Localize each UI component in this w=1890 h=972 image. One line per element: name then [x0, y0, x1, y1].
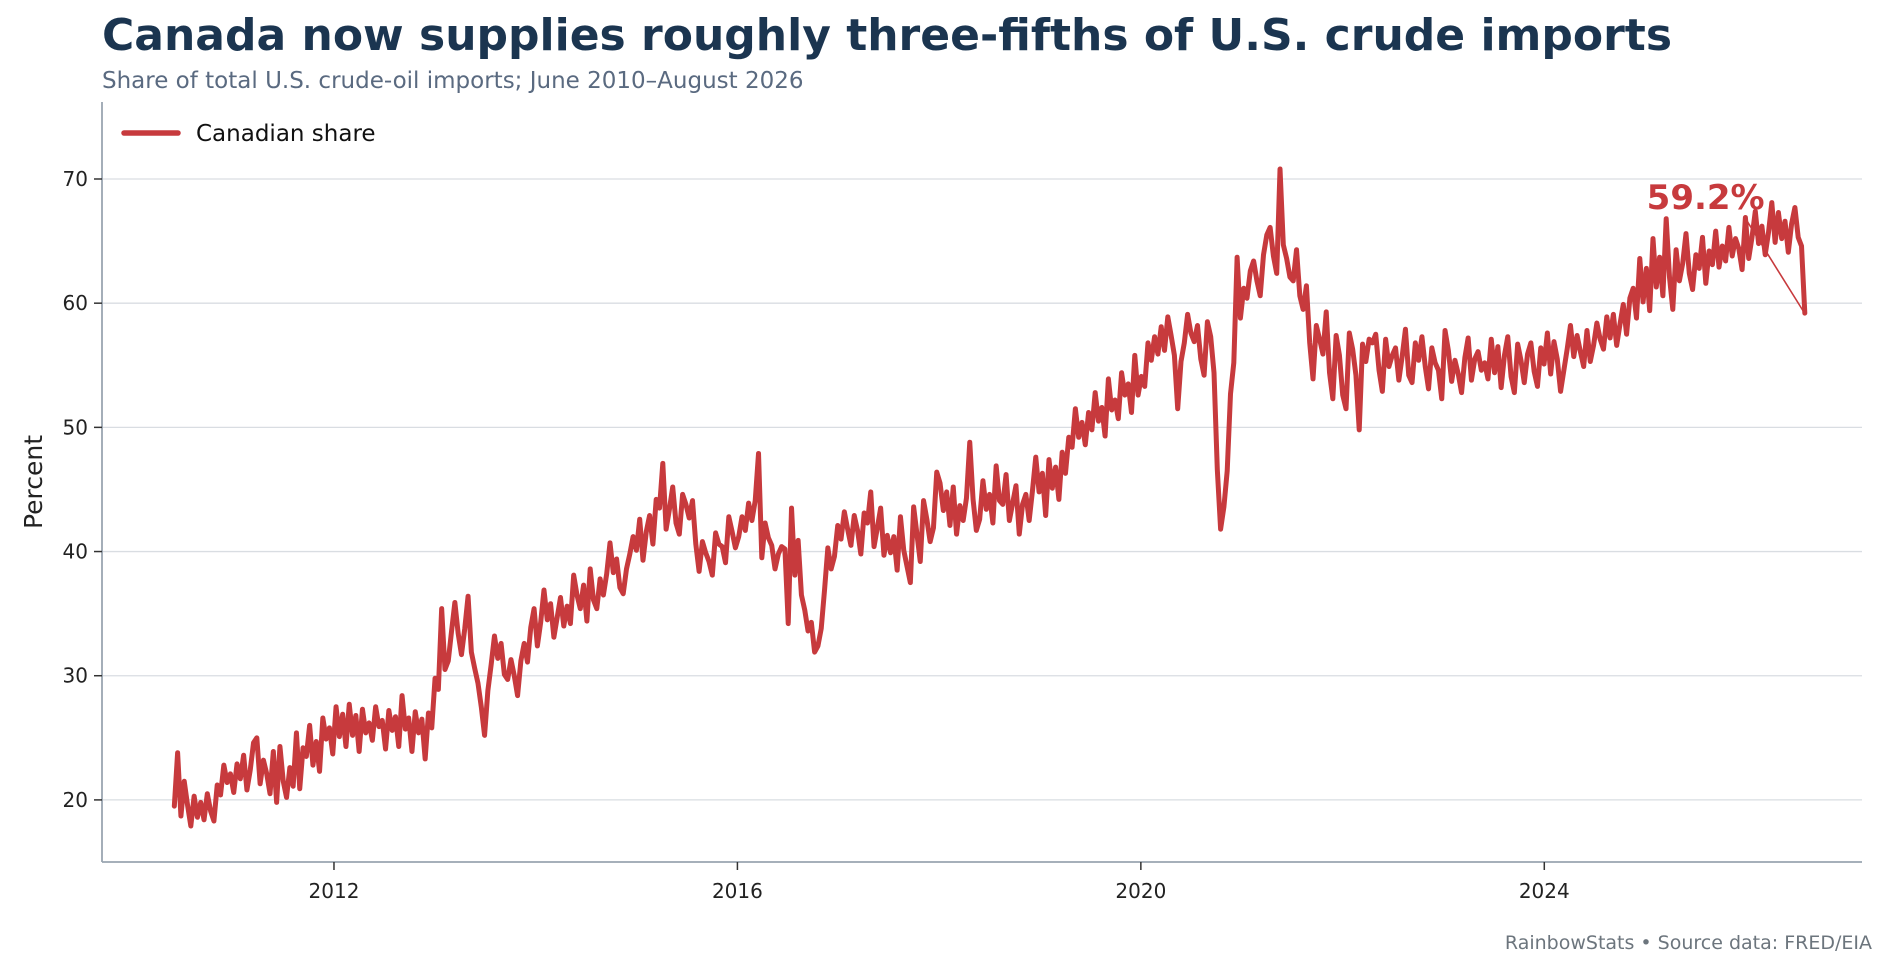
y-tick-label-50: 50 [63, 415, 88, 439]
gridlines [102, 178, 1862, 801]
y-tick-label-40: 40 [63, 540, 88, 564]
y-tick-label-30: 30 [63, 664, 88, 688]
series-layer [171, 166, 1808, 829]
series-line-canadian-share [171, 166, 1808, 829]
y-ticks: 20 30 40 50 60 70 [63, 167, 102, 812]
x-tick-label-2016: 2016 [712, 879, 763, 903]
y-tick-label-60: 60 [63, 291, 88, 315]
legend: Canadian share [121, 121, 376, 147]
axes [101, 102, 1862, 863]
annotation: 59.2% [1647, 178, 1806, 314]
y-axis-title: Percent [19, 435, 48, 529]
legend-label-canadian-share: Canadian share [196, 121, 376, 147]
annotation-arrow [1744, 218, 1806, 314]
x-tick-label-2012: 2012 [309, 879, 360, 903]
x-tick-label-2020: 2020 [1115, 879, 1166, 903]
chart-title: Canada now supplies roughly three-fifths… [102, 10, 1673, 61]
y-tick-label-70: 70 [63, 167, 88, 191]
chart-subtitle: Share of total U.S. crude-oil imports; J… [102, 68, 804, 94]
y-tick-label-20: 20 [63, 788, 88, 812]
x-tick-label-2024: 2024 [1519, 879, 1570, 903]
source-footer: RainbowStats • Source data: FRED/EIA [1504, 932, 1872, 954]
x-ticks: 2012 2016 2020 2024 [309, 862, 1570, 903]
annotation-label: 59.2% [1647, 178, 1765, 218]
